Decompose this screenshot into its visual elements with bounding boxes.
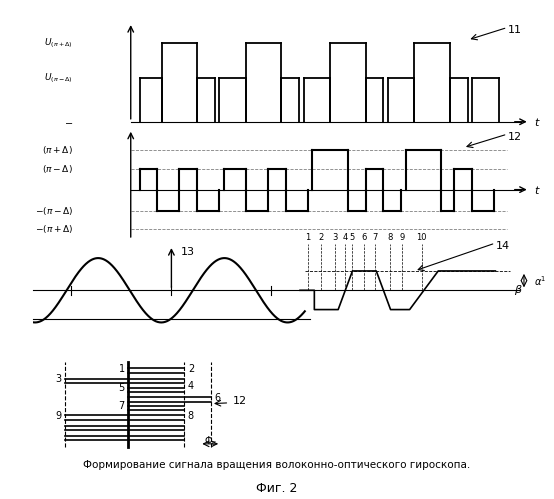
Text: 6: 6 [362,233,367,242]
Text: 8: 8 [387,233,392,242]
Text: $\beta$: $\beta$ [515,283,523,297]
Text: 10: 10 [416,233,427,242]
Text: 7: 7 [373,233,378,242]
Text: $-(\pi-\Delta)$: $-(\pi-\Delta)$ [35,205,73,217]
Text: $-$: $-$ [64,117,73,127]
Text: $(\pi+\Delta)$: $(\pi+\Delta)$ [42,144,73,156]
Text: 2: 2 [188,364,194,374]
Text: 5: 5 [119,383,125,393]
Text: $t$: $t$ [534,116,541,128]
Text: 1: 1 [305,233,311,242]
Text: Формирование сигнала вращения волоконно-оптического гироскопа.: Формирование сигнала вращения волоконно-… [83,460,471,470]
Text: 1: 1 [119,364,125,374]
Text: 14: 14 [495,241,510,251]
Text: $U_{(\pi-\Delta)}$: $U_{(\pi-\Delta)}$ [44,71,73,85]
Text: $-(\pi+\Delta)$: $-(\pi+\Delta)$ [35,224,73,236]
Text: 9: 9 [55,411,61,421]
Text: 4: 4 [343,233,348,242]
Text: $U_{(\pi+\Delta)}$: $U_{(\pi+\Delta)}$ [44,36,73,50]
Text: $t$: $t$ [534,184,541,196]
Text: 11: 11 [507,25,521,35]
Text: 3: 3 [55,374,61,384]
Text: 6: 6 [214,393,220,403]
Text: $(\pi-\Delta)$: $(\pi-\Delta)$ [42,163,73,175]
Text: Фиг. 2: Фиг. 2 [257,482,297,495]
Text: 3: 3 [332,233,337,242]
Text: 13: 13 [181,248,195,257]
Text: 4: 4 [188,381,194,391]
Text: 8: 8 [188,411,194,421]
Text: $\alpha^1$: $\alpha^1$ [534,274,546,287]
Text: $\Phi_c$: $\Phi_c$ [204,435,218,448]
Text: 7: 7 [119,401,125,411]
Text: 5: 5 [349,233,354,242]
Text: 9: 9 [400,233,405,242]
Text: 12: 12 [507,132,521,142]
Text: 2: 2 [319,233,324,242]
Text: 12: 12 [233,396,247,406]
